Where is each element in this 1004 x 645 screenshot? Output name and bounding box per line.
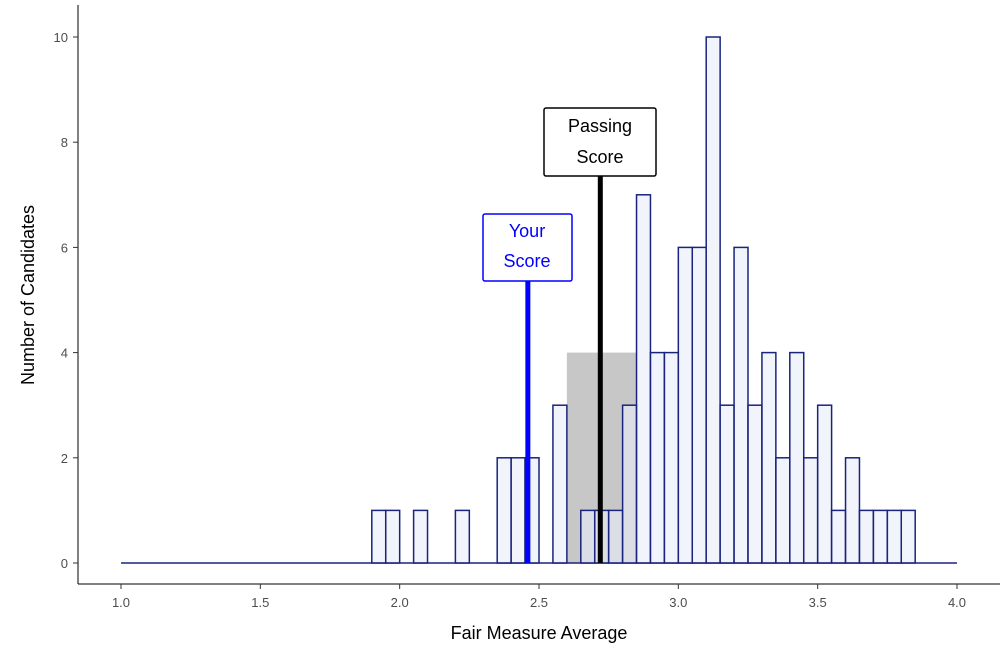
histogram-bar [705, 36, 721, 564]
histogram-bar [371, 509, 387, 564]
histogram-bar [607, 509, 624, 564]
x-tick-label: 1.0 [112, 595, 130, 610]
y-axis-title: Number of Candidates [18, 205, 38, 385]
y-tick-label: 0 [61, 556, 68, 571]
x-tick-label: 1.5 [251, 595, 269, 610]
histogram-bar [775, 457, 791, 564]
histogram-bar [384, 509, 401, 564]
histogram-bar [761, 351, 777, 564]
histogram-bar [830, 509, 847, 564]
x-tick-label: 3.5 [809, 595, 827, 610]
passing-score-label-box [543, 107, 657, 177]
x-tick-label: 2.5 [530, 595, 548, 610]
histogram-bar [691, 246, 707, 564]
histogram-bar [677, 246, 694, 564]
histogram-bar [858, 509, 875, 564]
y-tick-label: 10 [54, 30, 68, 45]
histogram-bar [886, 509, 903, 564]
y-tick-label: 4 [61, 346, 68, 361]
y-tick-label: 2 [61, 451, 68, 466]
histogram-bar [733, 246, 749, 564]
histogram-bar [496, 457, 512, 564]
histogram-bar [872, 509, 889, 564]
histogram-bar [663, 351, 680, 564]
histogram-bar [580, 509, 596, 564]
x-tick-label: 2.0 [391, 595, 409, 610]
your-score-label-line1: Your [509, 221, 545, 241]
histogram-bar [510, 457, 526, 564]
histogram-bar [816, 404, 833, 564]
y-tick-label: 8 [61, 135, 68, 150]
histogram-bar [747, 404, 763, 564]
y-tick-label: 6 [61, 240, 68, 255]
histogram-bar [621, 404, 638, 564]
x-tick-label: 4.0 [948, 595, 966, 610]
x-axis-title: Fair Measure Average [451, 623, 628, 643]
histogram-bar [900, 509, 916, 564]
histogram-bar [454, 509, 471, 564]
histogram-bar [719, 404, 735, 564]
histogram-bar [635, 194, 652, 564]
histogram-bar [649, 351, 666, 564]
histogram-bar [412, 509, 429, 564]
histogram-bar [789, 351, 805, 564]
your-score-label-box [482, 213, 573, 282]
your-score-label-line2: Score [503, 251, 550, 271]
passing-score-annotation: Passing Score [543, 107, 657, 177]
histogram-bar [844, 457, 861, 564]
passing-score-label-line2: Score [576, 147, 623, 167]
passing-score-label-line1: Passing [568, 116, 632, 136]
x-tick-label: 3.0 [669, 595, 687, 610]
histogram-bar [802, 457, 819, 564]
histogram-bar [552, 404, 568, 564]
your-score-annotation: Your Score [482, 213, 573, 282]
